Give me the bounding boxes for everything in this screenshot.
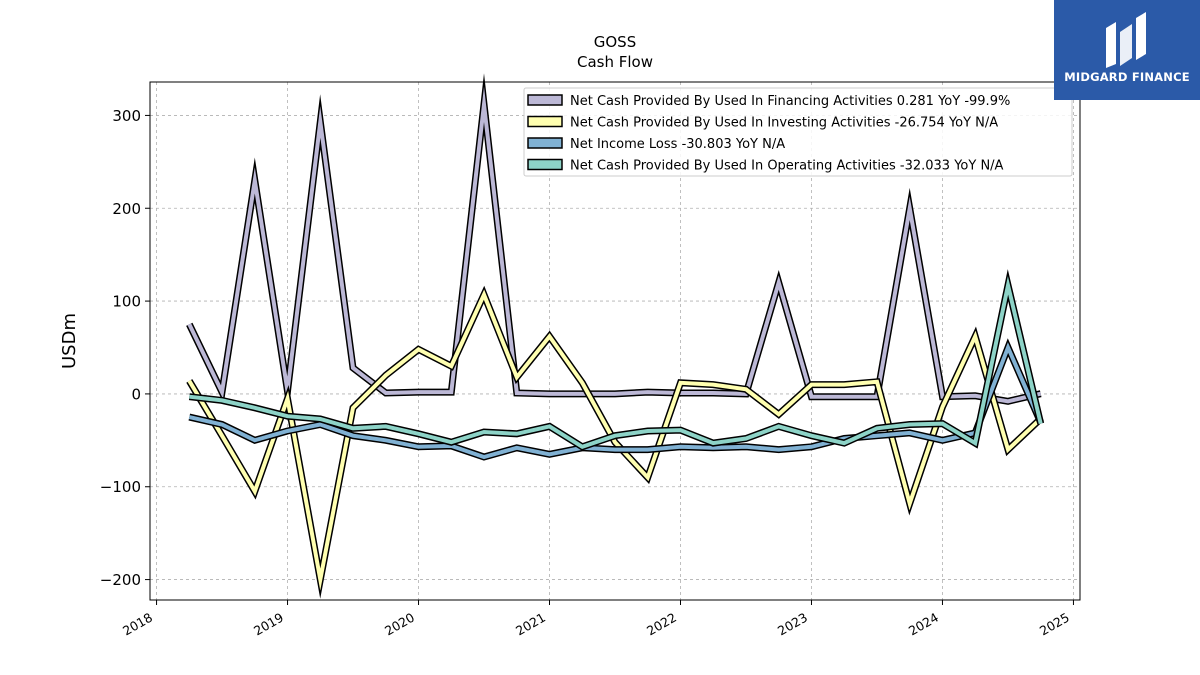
chart-title: GOSS <box>594 33 636 51</box>
legend-swatch <box>527 137 563 149</box>
midgard-logo-icon <box>1106 12 1146 68</box>
x-tick-label: 2022 <box>644 610 679 639</box>
legend-label: Net Cash Provided By Used In Investing A… <box>570 116 998 131</box>
y-tick-label: −200 <box>100 571 141 589</box>
legend-label: Net Cash Provided By Used In Operating A… <box>570 159 1004 174</box>
series-line <box>189 276 1043 449</box>
legend-swatch <box>527 115 563 128</box>
y-tick-label: 200 <box>112 200 141 218</box>
series-line <box>187 289 1043 591</box>
x-tick-label: 2020 <box>382 610 417 639</box>
y-tick-label: 100 <box>112 293 141 311</box>
y-tick-label: 0 <box>131 385 141 403</box>
series-lines <box>186 73 1045 599</box>
y-tick-label: −100 <box>100 478 141 496</box>
y-tick-label: 300 <box>112 107 141 125</box>
x-tick-label: 2021 <box>513 610 548 639</box>
x-tick-label: 2023 <box>775 610 810 639</box>
x-tick-label: 2025 <box>1037 610 1072 639</box>
brand-name: MIDGARD FINANCE <box>1064 70 1190 84</box>
series-line <box>187 86 1042 406</box>
legend: Net Cash Provided By Used In Financing A… <box>523 87 1073 177</box>
y-axis-label: USDm <box>59 313 80 369</box>
legend-label: Net Income Loss -30.803 YoY N/A <box>570 137 785 152</box>
series-line <box>188 342 1043 460</box>
x-tick-label: 2024 <box>906 610 941 639</box>
x-tick-label: 2019 <box>251 610 286 639</box>
x-tick-label: 2018 <box>120 610 155 639</box>
plot-frame <box>149 81 1081 601</box>
legend-swatch <box>527 94 563 106</box>
axes: −200 −100 0 100 200 300 2018 2019 2020 2021 2022 20… <box>100 107 1074 639</box>
legend-swatch <box>527 158 563 171</box>
brand-logo: MIDGARD FINANCE <box>1054 0 1200 100</box>
chart-subtitle: Cash Flow <box>577 53 653 71</box>
legend-box <box>523 87 1073 177</box>
legend-label: Net Cash Provided By Used In Financing A… <box>570 94 1010 109</box>
